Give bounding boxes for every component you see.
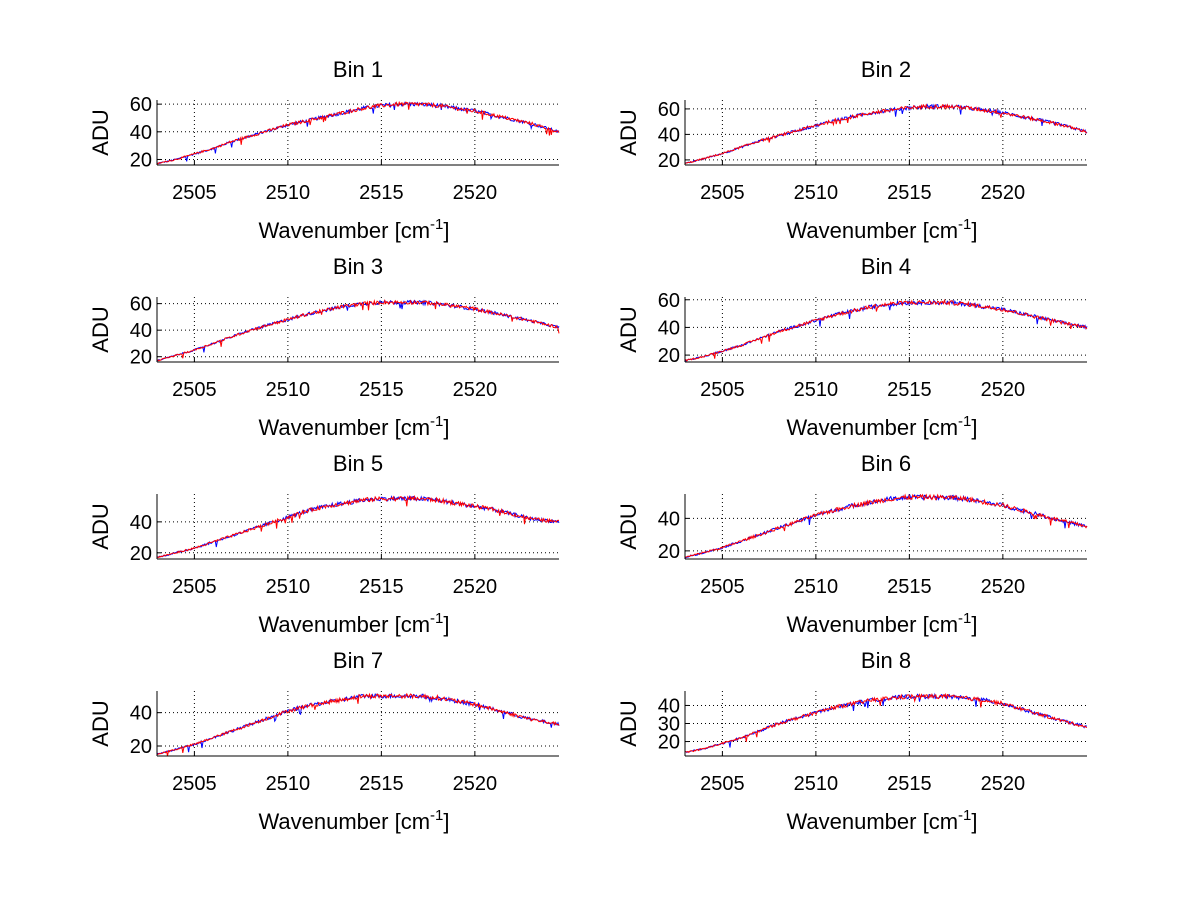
x-tick-label: 2505 (700, 379, 745, 401)
series-line-1 (684, 493, 1088, 559)
y-tick-label: 60 (130, 94, 152, 116)
y-tick-label: 40 (130, 320, 152, 342)
x-tick-label: 2520 (981, 379, 1026, 401)
y-axis-label: ADU (616, 109, 641, 155)
x-axis-label: Wavenumber [cm-1] (786, 216, 977, 243)
series-line-2 (685, 692, 1088, 754)
panel-title: Bin 7 (333, 648, 383, 673)
y-tick-label: 60 (658, 290, 680, 312)
x-tick-label: 2520 (981, 182, 1026, 204)
panel-bin-6: 2505 2510 2515 2520 20 40 Bin 6 ADU Wavenumber [… (616, 451, 1088, 637)
x-tick-label: 2510 (794, 576, 839, 598)
x-tick-label: 2505 (700, 182, 745, 204)
y-axis-label: ADU (616, 503, 641, 549)
y-tick-label: 20 (658, 345, 680, 367)
x-tick-label: 2505 (700, 576, 745, 598)
y-tick-label: 20 (130, 149, 152, 171)
y-axis-label: ADU (88, 109, 113, 155)
x-tick-label: 2515 (887, 576, 932, 598)
y-axis-label: ADU (616, 700, 641, 746)
y-tick-label: 40 (130, 512, 152, 534)
y-tick-label: 40 (658, 695, 680, 717)
x-tick-label: 2520 (981, 576, 1026, 598)
x-tick-label: 2515 (887, 773, 932, 795)
panel-bin-1: 2505 2510 2515 2520 20 40 60 Bin 1 ADU Wavenumber… (88, 57, 560, 243)
y-axis-label: ADU (88, 700, 113, 746)
x-axis-label: Wavenumber [cm-1] (258, 413, 449, 440)
x-tick-label: 2510 (266, 182, 311, 204)
y-tick-label: 20 (130, 736, 152, 758)
x-tick-label: 2505 (172, 379, 217, 401)
x-tick-label: 2515 (887, 379, 932, 401)
panel-bin-4: 2505 2510 2515 2520 20 40 60 Bin 4 ADU Wavenumber… (616, 254, 1088, 440)
panel-title: Bin 3 (333, 254, 383, 279)
series-line-1 (156, 495, 560, 558)
x-tick-label: 2510 (266, 773, 311, 795)
y-tick-label: 40 (658, 508, 680, 530)
x-tick-label: 2515 (887, 182, 932, 204)
x-tick-label: 2515 (359, 182, 404, 204)
panel-bin-5: 2505 2510 2515 2520 20 40 Bin 5 ADU Wavenumber [… (88, 451, 560, 637)
x-tick-label: 2520 (453, 773, 498, 795)
x-tick-label: 2515 (359, 379, 404, 401)
series-line-2 (684, 298, 1088, 362)
x-tick-label: 2520 (453, 576, 498, 598)
y-tick-label: 60 (130, 294, 152, 316)
y-tick-label: 40 (130, 703, 152, 725)
panel-title: Bin 6 (861, 451, 911, 476)
y-axis-label: ADU (88, 306, 113, 352)
series-line-1 (156, 101, 560, 164)
panel-title: Bin 1 (333, 57, 383, 82)
y-tick-label: 20 (658, 541, 680, 563)
y-tick-label: 20 (658, 150, 680, 172)
series-line-2 (156, 692, 560, 757)
x-tick-label: 2515 (359, 576, 404, 598)
x-tick-label: 2505 (172, 773, 217, 795)
panel-title: Bin 8 (861, 648, 911, 673)
x-tick-label: 2505 (172, 576, 217, 598)
series-line-2 (684, 493, 1088, 558)
y-tick-label: 20 (130, 543, 152, 565)
x-tick-label: 2505 (700, 773, 745, 795)
series-line-1 (684, 299, 1088, 362)
x-axis-label: Wavenumber [cm-1] (786, 807, 977, 834)
series-line-2 (156, 494, 560, 559)
x-tick-label: 2520 (981, 773, 1026, 795)
panel-bin-3: 2505 2510 2515 2520 20 40 60 Bin 3 ADU Wavenumber… (88, 254, 560, 440)
x-axis-label: Wavenumber [cm-1] (786, 610, 977, 637)
y-tick-label: 40 (658, 317, 680, 339)
y-tick-label: 30 (658, 714, 680, 736)
panel-title: Bin 2 (861, 57, 911, 82)
y-axis-label: ADU (616, 306, 641, 352)
panel-title: Bin 5 (333, 451, 383, 476)
y-tick-label: 20 (130, 347, 152, 369)
panel-bin-2: 2505 2510 2515 2520 20 40 60 Bin 2 ADU Wavenumber… (616, 57, 1088, 243)
x-tick-label: 2510 (266, 576, 311, 598)
x-tick-label: 2510 (794, 379, 839, 401)
x-tick-label: 2520 (453, 182, 498, 204)
y-tick-label: 40 (658, 124, 680, 146)
x-axis-label: Wavenumber [cm-1] (258, 807, 449, 834)
x-axis-label: Wavenumber [cm-1] (786, 413, 977, 440)
x-tick-label: 2505 (172, 182, 217, 204)
panel-title: Bin 4 (861, 254, 911, 279)
y-tick-label: 20 (658, 732, 680, 754)
y-axis-label: ADU (88, 503, 113, 549)
x-axis-label: Wavenumber [cm-1] (258, 216, 449, 243)
series-line-2 (156, 299, 560, 362)
series-line-2 (156, 100, 560, 165)
series-line-2 (684, 103, 1088, 165)
x-tick-label: 2510 (266, 379, 311, 401)
x-axis-label: Wavenumber [cm-1] (258, 610, 449, 637)
x-tick-label: 2510 (794, 773, 839, 795)
y-tick-label: 60 (658, 99, 680, 121)
x-tick-label: 2520 (453, 379, 498, 401)
x-tick-label: 2515 (359, 773, 404, 795)
panel-bin-7: 2505 2510 2515 2520 20 40 Bin 7 ADU Wavenumber [… (88, 648, 560, 834)
x-tick-label: 2510 (794, 182, 839, 204)
y-tick-label: 40 (130, 122, 152, 144)
